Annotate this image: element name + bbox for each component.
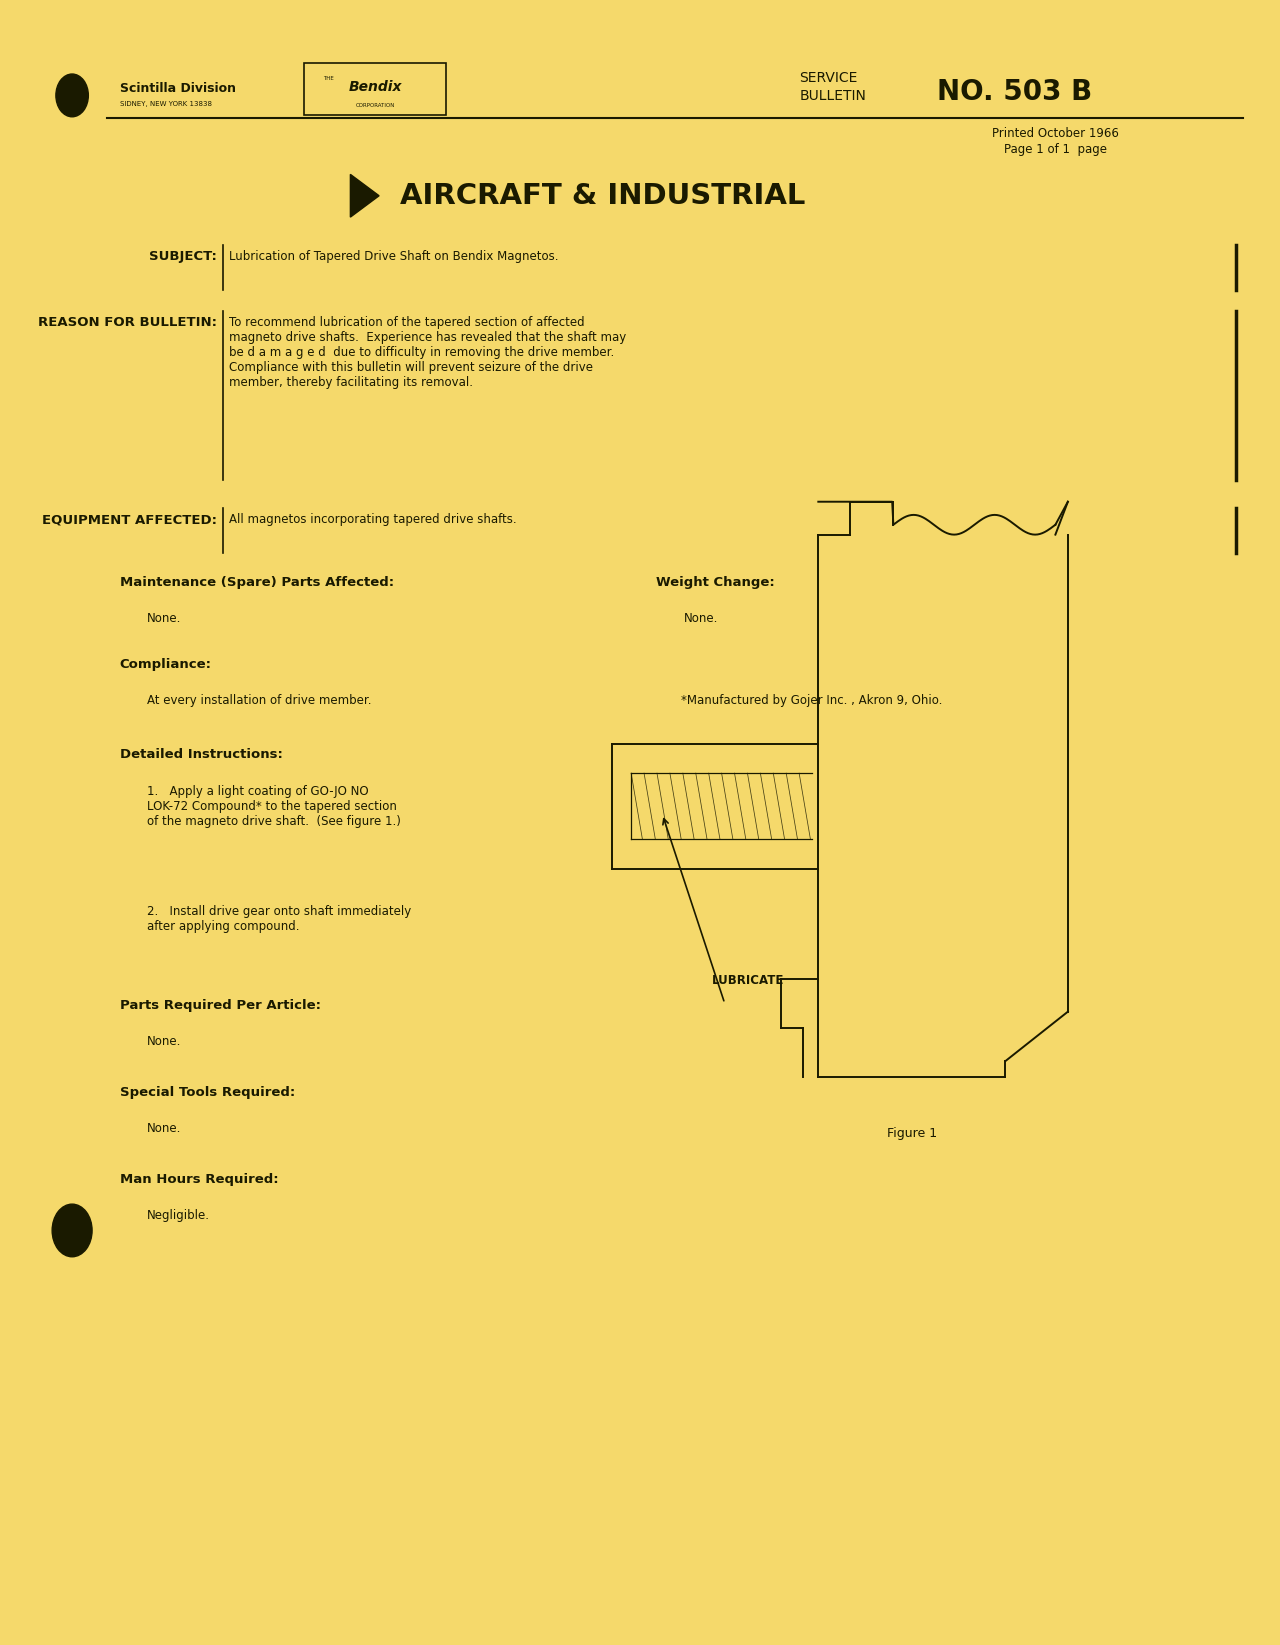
Circle shape bbox=[52, 1204, 92, 1257]
Polygon shape bbox=[351, 174, 379, 217]
Text: EQUIPMENT AFFECTED:: EQUIPMENT AFFECTED: bbox=[42, 513, 216, 526]
Text: Parts Required Per Article:: Parts Required Per Article: bbox=[119, 999, 320, 1012]
Text: Special Tools Required:: Special Tools Required: bbox=[119, 1086, 294, 1099]
Text: Weight Change:: Weight Change: bbox=[657, 576, 774, 589]
Text: CORPORATION: CORPORATION bbox=[356, 102, 396, 109]
Text: None.: None. bbox=[147, 1122, 182, 1135]
Text: SERVICE: SERVICE bbox=[800, 71, 858, 86]
Text: Compliance:: Compliance: bbox=[119, 658, 211, 671]
Text: Bendix: Bendix bbox=[348, 81, 402, 94]
Text: 1.   Apply a light coating of GO-JO NO
LOK-72 Compound* to the tapered section
o: 1. Apply a light coating of GO-JO NO LOK… bbox=[147, 785, 401, 827]
Text: THE: THE bbox=[323, 76, 334, 82]
Text: Printed October 1966: Printed October 1966 bbox=[992, 127, 1119, 140]
Text: To recommend lubrication of the tapered section of affected
magneto drive shafts: To recommend lubrication of the tapered … bbox=[229, 316, 627, 388]
Text: *Manufactured by Gojer Inc. , Akron 9, Ohio.: *Manufactured by Gojer Inc. , Akron 9, O… bbox=[681, 694, 942, 707]
Text: None.: None. bbox=[684, 612, 718, 625]
Text: NO. 503 B: NO. 503 B bbox=[937, 77, 1092, 107]
Text: Lubrication of Tapered Drive Shaft on Bendix Magnetos.: Lubrication of Tapered Drive Shaft on Be… bbox=[229, 250, 559, 263]
Text: All magnetos incorporating tapered drive shafts.: All magnetos incorporating tapered drive… bbox=[229, 513, 517, 526]
Text: AIRCRAFT & INDUSTRIAL: AIRCRAFT & INDUSTRIAL bbox=[401, 181, 805, 211]
Text: Figure 1: Figure 1 bbox=[887, 1127, 937, 1140]
Text: Maintenance (Spare) Parts Affected:: Maintenance (Spare) Parts Affected: bbox=[119, 576, 394, 589]
Text: SUBJECT:: SUBJECT: bbox=[148, 250, 216, 263]
FancyBboxPatch shape bbox=[305, 63, 447, 115]
Text: LUBRICATE: LUBRICATE bbox=[712, 974, 785, 987]
Text: REASON FOR BULLETIN:: REASON FOR BULLETIN: bbox=[38, 316, 216, 329]
Text: Negligible.: Negligible. bbox=[147, 1209, 210, 1222]
Text: BULLETIN: BULLETIN bbox=[800, 89, 867, 104]
Text: Page 1 of 1  page: Page 1 of 1 page bbox=[1004, 143, 1107, 156]
Text: None.: None. bbox=[147, 612, 182, 625]
Text: SIDNEY, NEW YORK 13838: SIDNEY, NEW YORK 13838 bbox=[119, 100, 211, 107]
Text: At every installation of drive member.: At every installation of drive member. bbox=[147, 694, 371, 707]
Text: Detailed Instructions:: Detailed Instructions: bbox=[119, 748, 283, 762]
Text: Man Hours Required:: Man Hours Required: bbox=[119, 1173, 278, 1186]
Text: Scintilla Division: Scintilla Division bbox=[119, 82, 236, 95]
Circle shape bbox=[56, 74, 88, 117]
Text: 2.   Install drive gear onto shaft immediately
after applying compound.: 2. Install drive gear onto shaft immedia… bbox=[147, 905, 411, 933]
Text: None.: None. bbox=[147, 1035, 182, 1048]
